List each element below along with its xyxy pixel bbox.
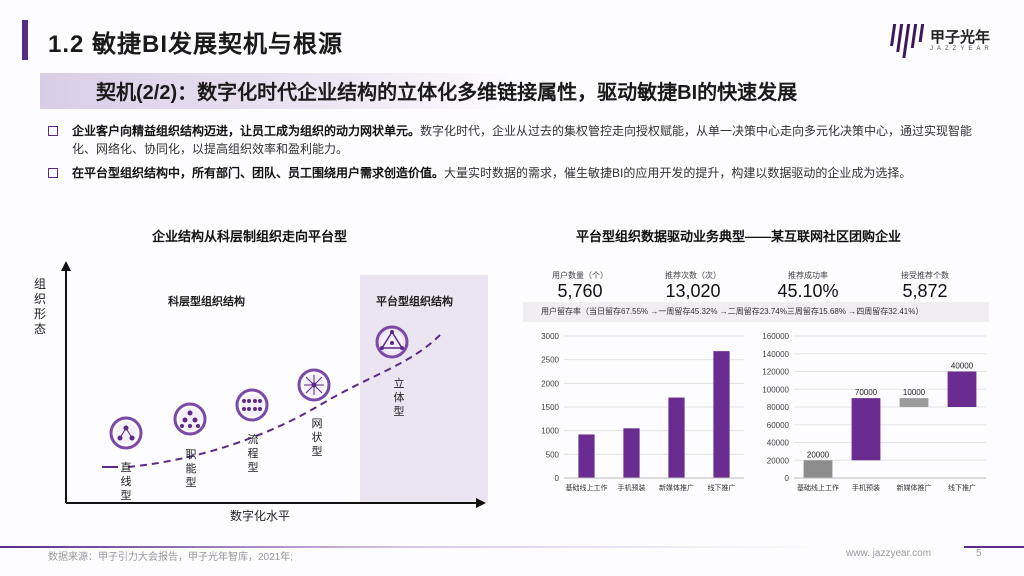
bar-chart-users: 0 500 1000 1500 2000 2500 3000 基础线上工作 手机预装 新媒体推广 线… — [541, 332, 744, 492]
subtitle-band — [40, 73, 520, 109]
y-tick-label: 160000 — [762, 332, 789, 341]
left-section-title: 企业结构从科层制组织走向平台型 — [152, 229, 348, 244]
x-tick-label: 线下推广 — [708, 483, 736, 492]
jazzyear-logo-icon — [890, 24, 925, 58]
network-structure-icon — [297, 368, 331, 402]
footer-divider — [0, 546, 1024, 548]
data-label: 70000 — [855, 388, 878, 397]
stage-linear: 直线型 — [120, 462, 132, 502]
y-tick-label: 500 — [546, 450, 560, 459]
data-label: 40000 — [951, 362, 974, 371]
metric-accepted: 接受推荐个数 5,872 — [901, 271, 949, 301]
logo-subtext: JAZZYEAR — [930, 46, 993, 52]
y-tick-label: 1500 — [541, 403, 559, 412]
y-tick-label: 140000 — [762, 350, 789, 359]
stage-process: 流程型 — [247, 434, 259, 474]
org-structure-diagram: 科层型组织结构 平台型组织结构 组织形态 数字化水平 — [30, 255, 490, 530]
y-tick-label: 100000 — [762, 385, 789, 394]
waterfall-chart: 0 20000 40000 60000 80000 100000 120000 140000 1… — [762, 332, 986, 492]
diagram-graphics — [61, 261, 486, 508]
data-label: 10000 — [903, 388, 926, 397]
y-tick-label: 1000 — [541, 427, 559, 436]
data-source: 数据来源：甲子引力大会报告，甲子光年智库，2021年; — [48, 552, 294, 563]
bullet-text: 数字化时代，企业从过去的集权管控走向授权赋能，从单一决策中心走向多元化决策中心，… — [72, 124, 973, 156]
x-tick-label: 线下推广 — [948, 483, 976, 492]
platform-region — [360, 275, 488, 503]
bullet-bold: 在平台型组织结构中，所有部门、团队、员工围绕用户需求创造价值。 — [72, 166, 445, 180]
3d-structure-icon — [375, 325, 409, 359]
bullet-text: 大量实时数据的需求，催生敏捷BI的应用开发的提升，构建以数据驱动的企业成为选择。 — [444, 166, 912, 180]
x-tick-label: 基础线上工作 — [797, 483, 839, 492]
platform-label: 平台型组织结构 — [376, 296, 453, 308]
y-tick-label: 20000 — [767, 456, 790, 465]
x-tick-label: 新媒体推广 — [897, 483, 932, 492]
y-tick-label: 2000 — [541, 379, 559, 388]
bullet-list: 企业客户向精益组织结构迈进，让员工成为组织的动力网状单元。数字化时代，企业从过去… — [48, 122, 978, 188]
bar — [851, 398, 881, 461]
x-tick-label: 手机预装 — [618, 483, 646, 492]
bar — [947, 371, 977, 407]
y-tick-label: 80000 — [767, 403, 790, 412]
stage-3d: 立体型 — [393, 378, 405, 418]
x-tick-label: 基础线上工作 — [566, 483, 608, 492]
bar — [803, 460, 833, 478]
y-tick-label: 60000 — [767, 421, 790, 430]
y-tick-label: 2500 — [541, 356, 559, 365]
bar — [668, 397, 685, 478]
y-tick-label: 0 — [555, 474, 560, 483]
metric-recommends: 推荐次数（次） 13,020 — [665, 271, 721, 301]
bullet-item: 在平台型组织结构中，所有部门、团队、员工围绕用户需求创造价值。大量实时数据的需求… — [48, 164, 978, 182]
page-number: 5 — [976, 548, 982, 559]
right-section-title: 平台型组织数据驱动业务典型——某互联网社区团购企业 — [576, 229, 902, 244]
x-axis-label: 数字化水平 — [230, 509, 291, 523]
y-tick-label: 0 — [785, 474, 790, 483]
x-tick-label: 新媒体推广 — [659, 483, 694, 492]
page-title: 1.2 敏捷BI发展契机与根源 — [48, 31, 344, 58]
stage-functional: 职能型 — [185, 449, 197, 489]
bar — [899, 398, 929, 407]
website-link[interactable]: www. jazzyear.com — [846, 548, 932, 559]
linear-structure-icon — [109, 416, 143, 450]
page-subtitle: 契机(2/2)：数字化时代企业结构的立体化多维链接属性，驱动敏捷BI的快速发展 — [96, 82, 798, 104]
title-accent-bar — [22, 20, 28, 60]
bar — [713, 351, 730, 478]
functional-structure-icon — [173, 402, 207, 436]
y-tick-label: 3000 — [541, 332, 559, 341]
hierarchy-label: 科层型组织结构 — [168, 296, 245, 308]
bullet-square-icon — [48, 168, 58, 178]
bar — [578, 434, 595, 478]
metric-success-rate: 推荐成功率 45.10% — [777, 271, 839, 301]
logo-text: 甲子光年 — [930, 29, 991, 46]
data-label: 20000 — [807, 450, 830, 459]
bullet-square-icon — [48, 126, 58, 136]
retention-rate-band: 用户留存率（当日留存67.55% →一周留存45.32% →二周留存23.74%… — [523, 302, 989, 322]
y-tick-label: 40000 — [767, 439, 790, 448]
y-tick-label: 120000 — [762, 368, 789, 377]
bar — [623, 428, 640, 478]
bullet-item: 企业客户向精益组织结构迈进，让员工成为组织的动力网状单元。数字化时代，企业从过去… — [48, 122, 978, 158]
bullet-bold: 企业客户向精益组织结构迈进，让员工成为组织的动力网状单元。 — [72, 124, 421, 138]
metric-users: 用户数量（个） 5,760 — [552, 271, 608, 301]
x-tick-label: 手机预装 — [852, 483, 880, 492]
process-structure-icon — [235, 388, 269, 422]
y-axis-label: 组织形态 — [34, 277, 47, 336]
footer-divider-right — [964, 546, 1024, 548]
stage-network: 网状型 — [311, 418, 323, 458]
